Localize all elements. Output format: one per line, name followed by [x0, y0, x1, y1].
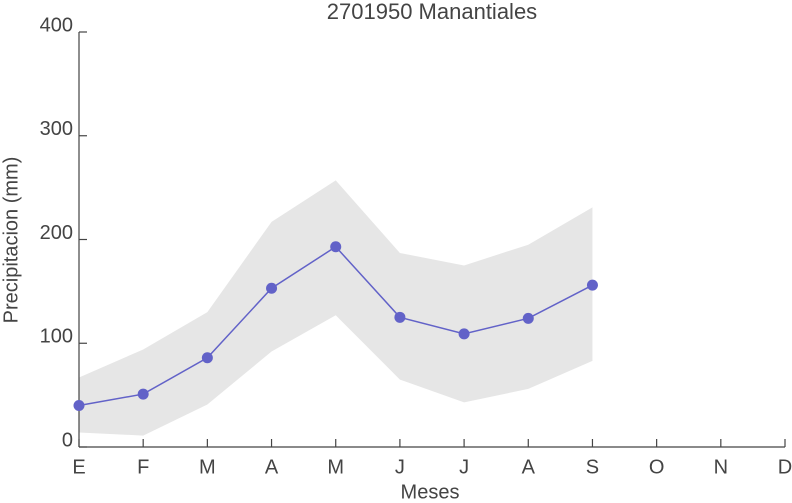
x-tick-label: N [714, 456, 728, 478]
y-tick-label: 300 [40, 118, 73, 140]
x-tick-label: S [586, 456, 599, 478]
y-tick-label: 0 [62, 429, 73, 451]
x-tick-label: F [137, 456, 149, 478]
y-tick-label: 100 [40, 326, 73, 348]
x-tick-label: J [395, 456, 405, 478]
data-point [522, 312, 534, 324]
x-axis-label: Meses [401, 481, 460, 503]
data-point [201, 352, 213, 364]
data-point [137, 388, 149, 400]
y-tick-label: 200 [40, 222, 73, 244]
x-tick-label: A [265, 456, 279, 478]
x-tick-label: A [522, 456, 536, 478]
y-tick-label: 400 [40, 14, 73, 36]
range-band [79, 180, 593, 436]
x-tick-label: M [327, 456, 344, 478]
x-tick-label: D [778, 456, 792, 478]
data-point [394, 311, 406, 323]
y-axis-label: Precipitacion (mm) [0, 157, 22, 324]
data-point [73, 400, 85, 411]
x-tick-label: O [649, 456, 665, 478]
data-point [330, 241, 342, 253]
x-tick-label: J [459, 456, 469, 478]
x-tick-label: E [72, 456, 85, 478]
data-point [266, 282, 278, 294]
x-tick-label: M [199, 456, 216, 478]
data-point [586, 279, 598, 291]
chart-title: 2701950 Manantiales [327, 0, 537, 24]
data-point [458, 328, 470, 340]
